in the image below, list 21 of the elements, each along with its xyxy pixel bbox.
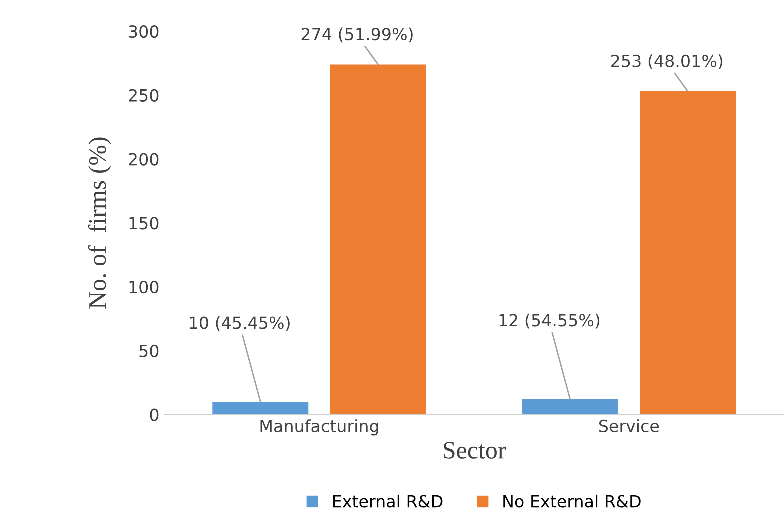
y-tick-label: 100 xyxy=(130,280,159,294)
y-tick-label: 300 xyxy=(129,25,159,38)
y-tick-label: 150 xyxy=(130,217,159,230)
data-label: 274 (51.99%) xyxy=(302,28,413,43)
legend-label: No External R&D xyxy=(504,494,641,508)
bar xyxy=(330,64,426,415)
bar xyxy=(522,399,618,415)
y-tick-label: 250 xyxy=(129,89,159,102)
x-tick-label: Service xyxy=(599,420,660,433)
y-tick-label: 200 xyxy=(129,153,159,166)
y-tick-label: 0 xyxy=(150,408,159,422)
x-tick-label: Manufacturing xyxy=(260,420,378,436)
bar xyxy=(640,92,736,415)
data-label: 12 (54.55%) xyxy=(500,314,600,329)
x-axis-title: Sector xyxy=(444,442,506,459)
y-axis-title: No. of firms (%) xyxy=(88,138,112,309)
legend-label: External R&D xyxy=(333,494,443,508)
y-tick-label: 50 xyxy=(140,344,159,358)
bar xyxy=(212,402,309,415)
data-label: 253 (48.01%) xyxy=(612,54,723,70)
data-label: 10 (45.45%) xyxy=(190,316,290,332)
